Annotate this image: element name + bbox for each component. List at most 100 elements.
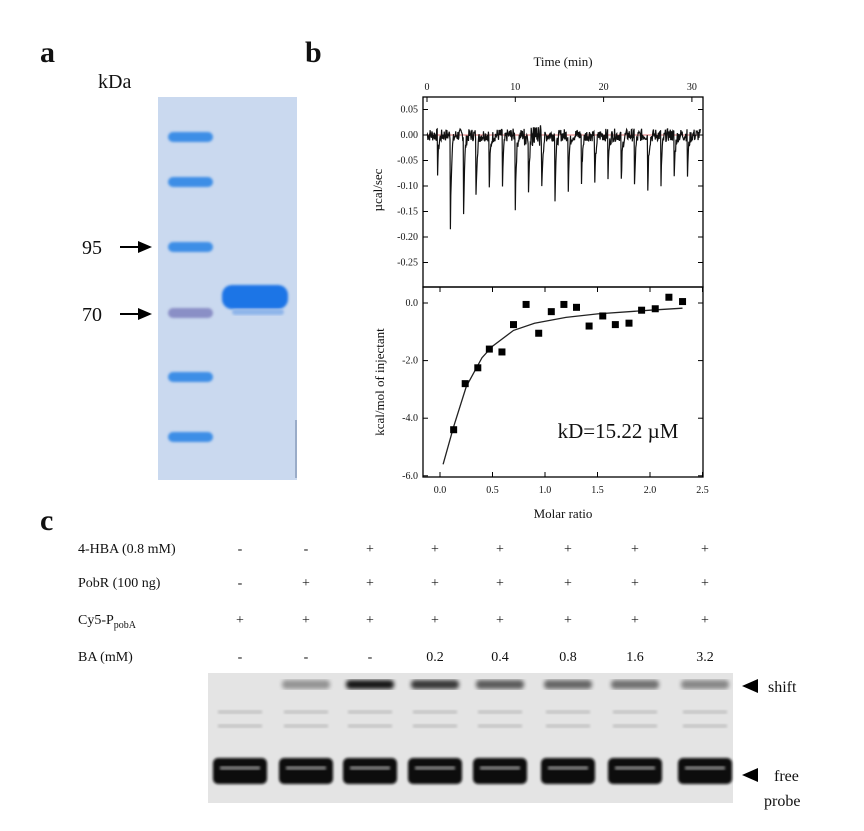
data-point: [450, 426, 458, 434]
y-tick-label: -0.25: [397, 258, 418, 269]
faint-band: [348, 710, 392, 714]
condition-cell: +: [564, 542, 572, 557]
free-probe-highlight: [350, 766, 390, 770]
free-probe-band: [408, 758, 462, 784]
condition-cell: +: [366, 613, 374, 628]
condition-cell: 0.2: [426, 650, 444, 665]
raw-trace-line: [426, 125, 701, 230]
condition-cell: +: [564, 576, 572, 591]
x-tick-label: 20: [599, 82, 609, 93]
arrow-left-icon: [742, 679, 758, 693]
data-point: [585, 322, 593, 330]
condition-cell: -: [368, 650, 373, 665]
ladder-band: [168, 132, 213, 142]
free-probe-highlight: [480, 766, 520, 770]
y-tick-label: 0.05: [401, 105, 419, 116]
shift-band: [411, 680, 459, 689]
row-label-pobr: PobR (100 ng): [78, 576, 161, 591]
x-tick-label: 2.5: [696, 485, 709, 496]
condition-cell: +: [701, 542, 709, 557]
shift-band: [476, 680, 524, 689]
faint-band: [284, 710, 328, 714]
arrow-right-icon: [120, 308, 152, 320]
x-tick-label: 30: [687, 82, 697, 93]
free-probe-highlight: [548, 766, 588, 770]
condition-cell: +: [236, 613, 244, 628]
x-tick-label: 10: [510, 82, 520, 93]
free-probe-band: [473, 758, 527, 784]
protein-band: [222, 285, 288, 309]
probe-label: probe: [764, 793, 800, 810]
condition-cell: +: [302, 576, 310, 591]
row-label-cy5: Cy5-PpobA: [78, 613, 137, 631]
faint-band: [413, 724, 457, 728]
x-tick-label: 0.0: [434, 485, 447, 496]
y-tick-label: -0.15: [397, 207, 418, 218]
faint-band: [546, 724, 590, 728]
raw-y-axis-label: µcal/sec: [370, 168, 385, 211]
free-probe-band: [343, 758, 397, 784]
data-point: [560, 300, 568, 308]
data-point: [679, 298, 687, 306]
y-tick-label: 0.00: [401, 130, 419, 141]
condition-cell: +: [366, 542, 374, 557]
free-probe-band: [608, 758, 662, 784]
x-tick-label: 1.5: [591, 485, 604, 496]
condition-cell: 3.2: [696, 650, 714, 665]
emsa-conditions-table: 4-HBA (0.8 mM) PobR (100 ng) Cy5-PpobA B…: [78, 542, 714, 665]
time-axis-title: Time (min): [533, 54, 592, 69]
data-point: [547, 308, 555, 316]
shift-band: [544, 680, 592, 689]
condition-cell: +: [701, 613, 709, 628]
condition-cell: +: [496, 613, 504, 628]
faint-band: [284, 724, 328, 728]
shift-band: [611, 680, 659, 689]
faint-band: [683, 724, 727, 728]
cy5-label-main: Cy5-P: [78, 613, 114, 628]
ladder-band: [168, 432, 213, 442]
y-tick-label: -4.0: [402, 413, 418, 424]
faint-band: [348, 724, 392, 728]
condition-cell: +: [431, 613, 439, 628]
ladder-band: [168, 308, 213, 318]
condition-cell: -: [238, 542, 243, 557]
ladder-band: [168, 372, 213, 382]
x-tick-label: 0: [425, 82, 430, 93]
data-point: [665, 293, 673, 301]
isotherm-y-axis-label: kcal/mol of injectant: [372, 328, 387, 436]
free-label: free: [774, 768, 799, 785]
free-probe-band: [279, 758, 333, 784]
data-point: [522, 300, 530, 308]
free-probe-highlight: [415, 766, 455, 770]
data-point: [651, 305, 659, 313]
emsa-gel: [208, 673, 733, 803]
panel-c-letter: c: [40, 504, 53, 537]
shift-band: [282, 680, 330, 689]
shift-band: [681, 680, 729, 689]
condition-cell: 1.6: [626, 650, 644, 665]
y-tick-label: -0.05: [397, 156, 418, 167]
condition-cell: -: [238, 576, 243, 591]
sds-page-gel: [158, 97, 297, 480]
condition-cell: +: [701, 576, 709, 591]
row-label-4hba: 4-HBA (0.8 mM): [78, 542, 176, 557]
condition-cell: 0.8: [559, 650, 577, 665]
free-probe-highlight: [685, 766, 725, 770]
data-point: [625, 319, 633, 327]
faint-band: [218, 710, 262, 714]
condition-cell: 0.4: [491, 650, 509, 665]
y-tick-label: -2.0: [402, 356, 418, 367]
faint-band: [546, 710, 590, 714]
itc-raw-plot: 0 10 20 30 0.05 0.00 -0.05 -0.10 -0.15 -0.20 -0.25: [397, 82, 704, 288]
condition-cell: -: [238, 650, 243, 665]
y-tick-label: -0.20: [397, 232, 418, 243]
molar-ratio-axis-label: Molar ratio: [534, 506, 593, 521]
data-point: [510, 321, 517, 329]
free-probe-band: [541, 758, 595, 784]
faint-band: [478, 710, 522, 714]
arrow-right-icon: [120, 241, 152, 253]
condition-cell: +: [631, 542, 639, 557]
condition-cell: +: [496, 576, 504, 591]
